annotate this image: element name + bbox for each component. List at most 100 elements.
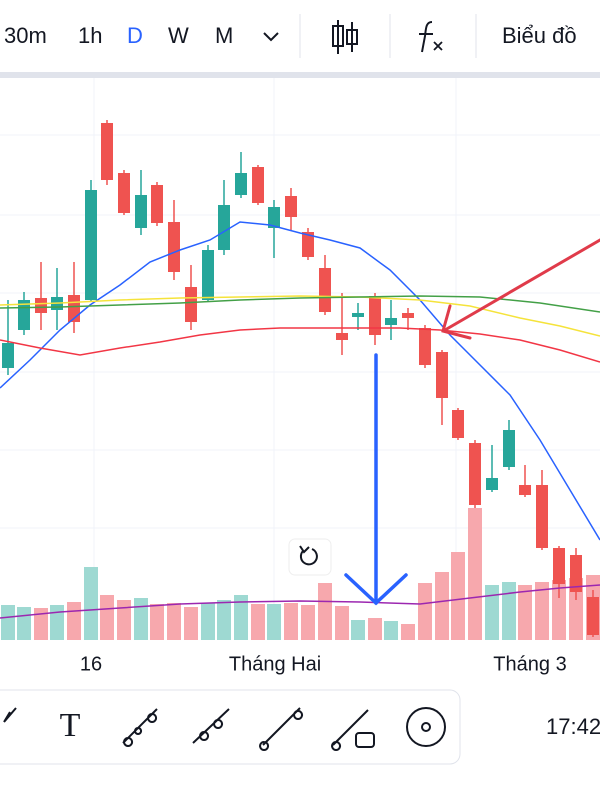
volume-bar xyxy=(401,624,415,640)
clock: 17:42 xyxy=(546,714,600,739)
volume-bar xyxy=(184,607,198,640)
volume-ma xyxy=(0,584,600,619)
volume-bar xyxy=(335,606,349,640)
volume-bar xyxy=(84,567,98,640)
volume-bar xyxy=(201,603,215,640)
volume-bar xyxy=(167,603,181,640)
candle-body xyxy=(385,318,397,325)
candle-body xyxy=(151,185,163,223)
shape-tool-box[interactable] xyxy=(355,732,375,748)
candle-body xyxy=(135,195,147,228)
toolbar-divider xyxy=(0,72,600,78)
candle-body xyxy=(252,167,264,203)
ma-red xyxy=(0,327,600,363)
volume-bar xyxy=(418,583,432,640)
candle-body xyxy=(503,430,515,467)
candle-body xyxy=(185,287,197,322)
red-arrow xyxy=(441,238,600,340)
volume-bar xyxy=(384,621,398,640)
candle-body xyxy=(235,173,247,195)
candle-body xyxy=(35,298,47,313)
volume-bar xyxy=(569,578,583,640)
candle-body xyxy=(553,548,565,584)
volume-bar xyxy=(468,508,482,640)
volume-bar xyxy=(50,605,64,640)
candle-body xyxy=(452,410,464,438)
candle-body xyxy=(268,207,280,228)
candle-body xyxy=(369,296,381,335)
interval-1h[interactable]: 1h xyxy=(78,23,102,48)
candle-body xyxy=(519,485,531,495)
time-label: Tháng 3 xyxy=(493,653,566,675)
candle-body xyxy=(101,123,113,180)
volume-bar xyxy=(251,604,265,640)
volume-bar xyxy=(234,595,248,640)
volume-bar xyxy=(267,604,281,640)
volume-bar xyxy=(552,580,566,640)
volume-bar xyxy=(518,585,532,640)
volume-bar xyxy=(67,602,81,640)
measure-tool[interactable] xyxy=(406,707,446,747)
interval-d[interactable]: D xyxy=(127,23,143,48)
indicators-icon[interactable] xyxy=(419,21,443,53)
volume-bar xyxy=(134,598,148,640)
candle-body xyxy=(85,190,97,300)
parallel-tool[interactable] xyxy=(122,708,158,747)
volume-bar xyxy=(17,607,31,640)
grid xyxy=(0,78,600,640)
drawing-toolbar xyxy=(0,689,461,765)
candle-body xyxy=(587,597,599,635)
candle-body xyxy=(285,196,297,217)
chart-button[interactable]: Biểu đồ xyxy=(502,23,577,48)
candle-body xyxy=(336,333,348,340)
time-label: Tháng Hai xyxy=(229,653,321,675)
ray-tool[interactable] xyxy=(192,708,230,744)
candle-body xyxy=(352,313,364,317)
ma-blue xyxy=(0,221,600,541)
volume-bar xyxy=(435,572,449,640)
time-label: 16 xyxy=(80,653,102,675)
candle-body xyxy=(536,485,548,548)
ma-yellow xyxy=(0,295,600,337)
text-tool[interactable]: T xyxy=(60,707,81,744)
candle-body xyxy=(302,232,314,257)
volume-bar xyxy=(318,583,332,640)
candle-body xyxy=(419,328,431,365)
candle-type-icon[interactable] xyxy=(332,20,358,54)
volume-bar xyxy=(100,595,114,640)
volume-bar xyxy=(451,552,465,640)
volume-bar xyxy=(301,605,315,640)
volume-bar xyxy=(217,600,231,640)
volume-bar xyxy=(351,620,365,640)
candle-body xyxy=(436,352,448,398)
candle-body xyxy=(469,443,481,505)
volume-bar xyxy=(284,603,298,640)
blue-arrow xyxy=(344,353,408,606)
volume-bar xyxy=(535,582,549,640)
interval-w[interactable]: W xyxy=(168,23,189,48)
interval-dropdown[interactable] xyxy=(263,32,279,42)
volume-bar xyxy=(117,600,131,640)
cursor-tool[interactable] xyxy=(3,707,17,723)
shape-tool[interactable] xyxy=(331,709,369,751)
candle-body xyxy=(402,313,414,318)
trend-line-tool[interactable] xyxy=(259,707,304,751)
candle-body xyxy=(319,268,331,312)
volume-bar xyxy=(1,605,15,640)
interval-m[interactable]: M xyxy=(215,23,233,48)
candles xyxy=(2,120,599,637)
time-axis xyxy=(0,640,600,690)
candle-body xyxy=(218,205,230,250)
volume-bar xyxy=(368,618,382,640)
drawing-tools xyxy=(3,707,446,751)
reset-button[interactable] xyxy=(288,538,332,576)
candle-body xyxy=(168,222,180,272)
candle-body xyxy=(486,478,498,490)
candle-body xyxy=(570,555,582,592)
candle-body xyxy=(2,343,14,368)
volume-bar xyxy=(150,604,164,640)
interval-30m[interactable]: 30m xyxy=(4,23,47,48)
volume-bar xyxy=(502,582,516,640)
